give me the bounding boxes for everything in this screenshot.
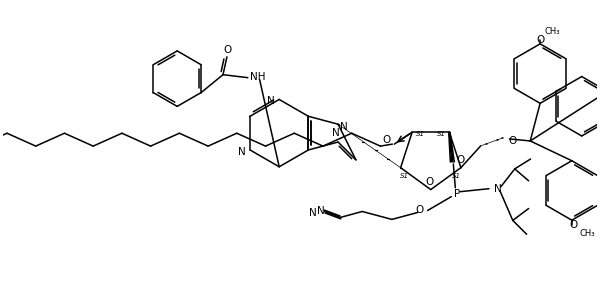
Text: O: O bbox=[508, 136, 517, 146]
Text: N: N bbox=[317, 206, 325, 216]
Text: N: N bbox=[340, 122, 348, 132]
Text: O: O bbox=[456, 155, 464, 165]
Text: S1: S1 bbox=[400, 173, 409, 179]
Text: NH: NH bbox=[250, 72, 265, 82]
Text: O: O bbox=[536, 35, 544, 45]
Text: N: N bbox=[309, 208, 317, 218]
Text: N: N bbox=[332, 128, 340, 138]
Text: N: N bbox=[268, 96, 275, 106]
Text: O: O bbox=[569, 220, 578, 230]
Text: CH₃: CH₃ bbox=[580, 229, 595, 238]
Text: O: O bbox=[224, 45, 232, 55]
Text: P: P bbox=[454, 189, 460, 199]
Text: S1: S1 bbox=[416, 131, 425, 137]
Text: N: N bbox=[238, 147, 246, 157]
Text: O: O bbox=[416, 206, 424, 215]
Text: O: O bbox=[425, 177, 434, 187]
Text: S1: S1 bbox=[452, 173, 461, 179]
Text: CH₃: CH₃ bbox=[544, 27, 560, 36]
Text: N: N bbox=[494, 184, 502, 194]
Text: S1: S1 bbox=[437, 131, 446, 137]
Text: O: O bbox=[382, 135, 391, 145]
